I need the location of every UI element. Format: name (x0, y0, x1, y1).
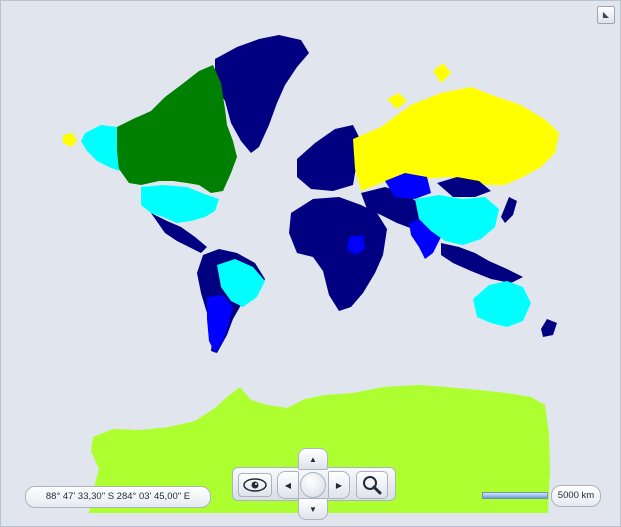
region-southeast-asia[interactable] (441, 243, 523, 283)
region-china[interactable] (415, 195, 499, 245)
zoom-button[interactable] (356, 471, 388, 499)
pan-left-button[interactable]: ◀ (277, 471, 299, 499)
pan-right-button[interactable]: ▶ (328, 471, 350, 499)
region-usa[interactable] (141, 185, 219, 223)
region-central-africa[interactable] (347, 235, 365, 255)
coordinates-display: 88° 47' 33,30" S 284° 03' 45,00" E (25, 486, 211, 508)
magnifier-icon (363, 476, 382, 495)
arrow-down-icon: ▼ (309, 504, 317, 514)
region-russia-islands[interactable] (387, 63, 451, 109)
pan-center-button[interactable] (300, 472, 326, 498)
region-argentina[interactable] (207, 295, 233, 353)
pan-down-button[interactable]: ▼ (298, 498, 328, 520)
region-russia[interactable] (353, 87, 559, 191)
region-central-america[interactable] (151, 213, 207, 253)
region-australia[interactable] (473, 281, 531, 327)
arrow-left-icon: ◀ (284, 480, 292, 490)
arrow-up-icon: ▲ (309, 454, 317, 464)
fullscreen-button[interactable]: ◣ (597, 6, 615, 24)
region-europe[interactable] (297, 125, 361, 191)
region-greenland[interactable] (215, 35, 309, 153)
scale-label-pill: 5000 km (551, 485, 601, 507)
pan-up-button[interactable]: ▲ (298, 448, 328, 470)
region-africa[interactable] (289, 197, 387, 311)
view-toggle-button[interactable] (238, 473, 272, 497)
region-kazakhstan[interactable] (385, 173, 431, 199)
eye-icon (243, 478, 267, 492)
scale-bar (482, 492, 548, 499)
region-japan[interactable] (501, 197, 517, 223)
fullscreen-icon: ◣ (602, 10, 610, 19)
region-new-zealand[interactable] (541, 319, 557, 337)
region-brazil[interactable] (217, 259, 265, 307)
region-mongolia[interactable] (437, 177, 491, 197)
scale-label: 5000 km (557, 490, 595, 501)
region-alaska-tip[interactable] (63, 133, 77, 147)
region-canada[interactable] (113, 65, 237, 193)
arrow-right-icon: ▶ (335, 480, 343, 490)
coordinates-text: 88° 47' 33,30" S 284° 03' 45,00" E (45, 491, 191, 502)
region-alaska[interactable] (81, 125, 119, 171)
